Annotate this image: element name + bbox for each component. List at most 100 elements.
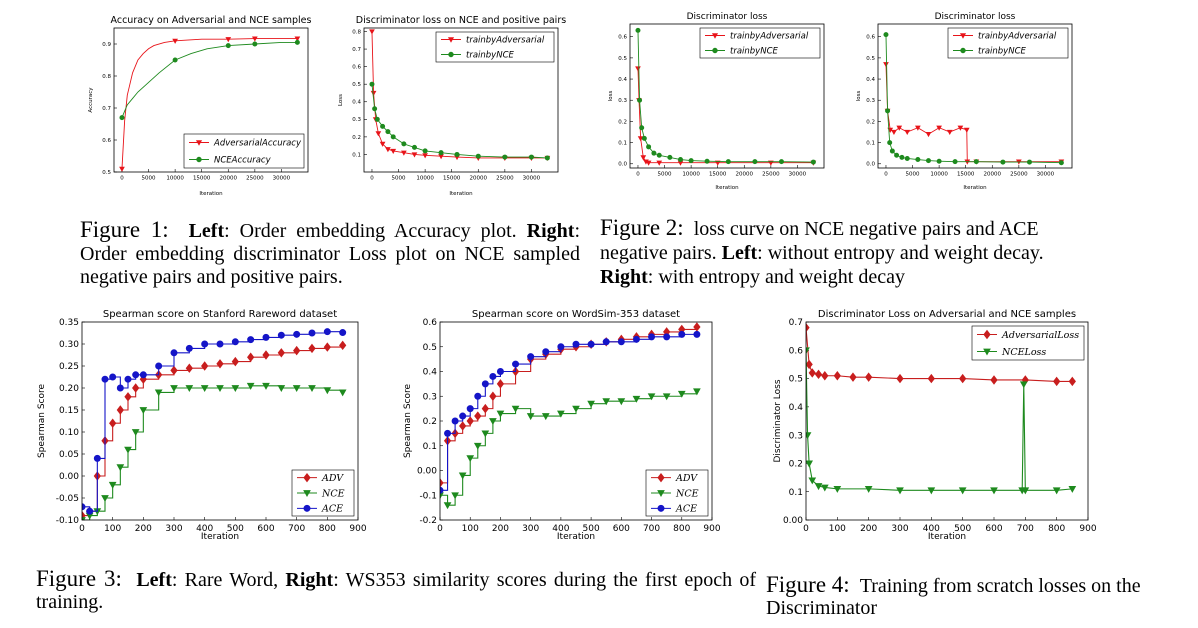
legend-label: ADV	[321, 473, 344, 484]
data-point	[778, 159, 784, 165]
data-point	[323, 342, 331, 352]
data-point	[889, 148, 895, 154]
series-line-trainbyNCE	[371, 84, 548, 159]
y-axis-label: Loss	[338, 94, 344, 106]
figure-3-right-label: Right	[285, 569, 334, 591]
x-tick-label: 30000	[789, 172, 807, 178]
fig2-left-chart: Discriminator loss 0 5000 10000 15000 20000 25…	[604, 8, 832, 192]
data-point	[170, 349, 178, 357]
legend-label: trainbyNCE	[466, 50, 515, 60]
legend-label: AdversarialLoss	[1001, 330, 1079, 341]
data-point	[883, 62, 889, 68]
y-tick-label: 0.4	[618, 77, 627, 83]
data-point	[927, 373, 935, 384]
y-tick-label: 0.1	[423, 442, 437, 452]
y-tick-label: 0.6	[789, 346, 804, 356]
data-point	[124, 446, 132, 454]
data-point	[806, 322, 810, 333]
data-point	[466, 455, 475, 463]
data-point	[201, 361, 209, 371]
x-tick-label: 700	[1017, 524, 1034, 534]
x-tick-label: 30000	[523, 176, 541, 182]
data-point	[645, 160, 652, 166]
y-tick-label: 0.25	[59, 362, 79, 372]
data-point	[635, 66, 641, 72]
legend: trainbyAdversarial trainbyNCE	[435, 31, 555, 63]
plot-frame	[81, 321, 359, 521]
data-point	[677, 390, 686, 398]
data-point	[116, 405, 124, 415]
legend-label: ACE	[675, 504, 697, 515]
x-tick-label: 400	[196, 524, 213, 534]
series-line-ADV	[440, 326, 698, 484]
data-point	[475, 153, 481, 159]
x-tick-label: 20000	[984, 172, 1002, 178]
legend-label: NCE	[675, 488, 699, 499]
y-tick-label: 0.05	[59, 450, 79, 460]
x-tick-label: 600	[257, 524, 274, 534]
data-point	[656, 160, 663, 166]
data-point	[808, 477, 817, 485]
data-point	[639, 125, 645, 131]
legend: trainbyAdversarial trainbyNCE	[947, 27, 1069, 59]
y-tick-label: 0.7	[102, 106, 111, 112]
y-axis-label: loss	[856, 91, 862, 102]
data-point	[526, 413, 535, 421]
data-point	[572, 405, 580, 413]
plot-frame	[363, 27, 559, 173]
data-point	[693, 322, 701, 332]
data-point	[502, 154, 508, 160]
legend-marker	[303, 490, 311, 498]
legend-marker	[303, 504, 311, 512]
figure-1-left-label: Left	[188, 220, 225, 242]
x-tick-label: 10000	[416, 176, 434, 182]
data-point	[170, 365, 178, 376]
data-point	[262, 382, 270, 390]
data-point	[225, 37, 232, 43]
data-point	[262, 350, 270, 360]
data-point	[262, 333, 270, 341]
data-point	[473, 442, 482, 450]
legend-marker	[983, 329, 991, 340]
data-point	[496, 368, 504, 375]
data-point	[481, 403, 489, 414]
data-point	[385, 147, 391, 153]
data-point	[885, 108, 891, 114]
x-tick-label: 300	[891, 524, 908, 534]
data-point	[185, 344, 193, 352]
data-point	[172, 57, 178, 63]
data-point	[489, 391, 497, 401]
data-point	[894, 152, 900, 158]
data-point	[370, 90, 377, 97]
data-point	[466, 405, 474, 413]
data-point	[904, 155, 910, 161]
data-point	[339, 340, 347, 351]
data-point	[466, 416, 474, 426]
data-point	[662, 393, 671, 401]
data-point	[512, 360, 520, 368]
legend-label: NCELoss	[1001, 347, 1046, 358]
data-point	[247, 352, 255, 362]
legend-box	[435, 31, 555, 63]
x-tick-label: 800	[673, 524, 690, 534]
y-tick-label: 0.0	[618, 162, 627, 168]
series-line-NCELoss	[806, 350, 1073, 491]
y-tick-label: 0.1	[352, 152, 361, 158]
data-point	[865, 372, 873, 382]
data-point	[883, 32, 889, 38]
data-point	[438, 150, 444, 156]
data-point	[323, 387, 332, 395]
y-tick-label: 0.10	[59, 428, 79, 438]
data-point	[814, 483, 823, 491]
y-tick-label: 0.5	[102, 170, 111, 176]
x-tick-label: 25000	[762, 172, 780, 178]
figure-4-number: Figure 4:	[766, 572, 850, 597]
y-tick-label: 0.1	[789, 488, 803, 498]
data-point	[1000, 159, 1006, 165]
data-point	[489, 418, 497, 426]
figure-1-number: Figure 1:	[80, 217, 169, 242]
legend-label: trainbyAdversarial	[730, 31, 809, 41]
x-tick-label: 15000	[443, 176, 461, 182]
figure-3-left-text: : Rare Word,	[171, 569, 279, 591]
data-point	[308, 385, 316, 393]
